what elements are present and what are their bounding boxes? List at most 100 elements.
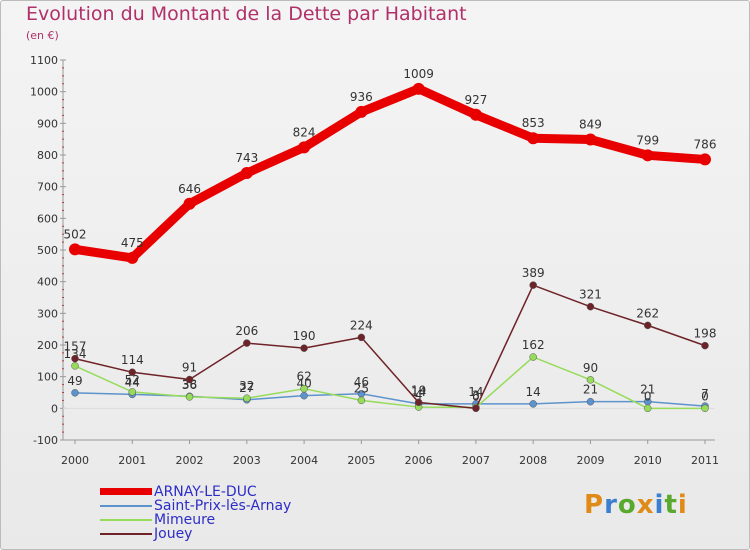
legend-swatch-arnay-le-duc [100,488,152,495]
data-point [584,133,597,146]
data-label: 0 [472,389,480,403]
data-label: 134 [64,347,87,361]
data-label: 25 [354,381,369,395]
data-label: 4 [415,388,423,402]
data-label: 32 [239,379,254,393]
data-label: 49 [67,374,82,388]
x-tick-label: 2008 [519,454,547,467]
x-tick-label: 2005 [347,454,375,467]
data-point [243,394,251,402]
data-label: 224 [350,318,373,332]
legend-label: Mimeure [154,512,216,528]
data-point [586,376,595,384]
data-point [71,389,79,397]
legend-label: Saint-Prix-lès-Arnay [154,498,292,514]
data-label: 190 [293,329,316,343]
data-label: 90 [583,361,598,375]
data-point [300,391,308,400]
data-point [586,397,595,406]
data-point [128,368,137,376]
data-label: 198 [694,327,717,341]
data-point [527,132,540,145]
data-point [185,393,194,401]
legend-swatch-mimeure [100,519,152,521]
data-label: 786 [694,137,717,151]
data-point [128,388,137,396]
logo-letter: x [636,490,655,520]
chart-title: Evolution du Montant de la Dette par Hab… [26,3,467,25]
data-point [469,108,482,121]
legend-label: Jouey [154,526,193,542]
data-point [701,404,709,413]
data-label: 14 [411,385,426,399]
data-point [240,167,253,180]
data-label: 157 [64,340,87,354]
x-tick-label: 2004 [290,454,318,467]
data-point [71,362,79,370]
y-tick-label: 800 [37,149,58,162]
y-tick-label: 600 [37,212,58,225]
x-tick-label: 2009 [576,454,604,467]
data-label: 38 [182,377,197,391]
data-label: 46 [354,375,369,389]
data-point [529,353,537,361]
data-point [185,375,194,384]
data-point [586,302,595,311]
data-label: 849 [579,117,602,131]
y-tick-label: 100 [37,371,58,384]
data-point [243,339,251,347]
x-tick-label: 2002 [176,454,204,467]
data-point [357,333,366,342]
x-tick-label: 2001 [118,454,146,467]
data-label: 14 [526,385,541,399]
logo-letter: t [664,490,678,520]
data-label: 114 [121,353,144,367]
data-point [529,400,537,408]
data-label: 27 [239,381,254,395]
data-point [472,404,480,413]
data-label: 853 [522,116,545,130]
logo-letter: i [677,490,688,520]
data-point [643,404,652,413]
data-point [69,243,81,256]
data-label: 21 [583,383,598,397]
series-line [74,284,706,410]
data-label: 646 [178,182,201,196]
data-label: 1009 [403,67,434,81]
y-tick-label: -100 [33,434,58,447]
y-tick-label: 500 [37,244,58,257]
data-point [300,384,308,393]
legend-swatch-saint-prix [100,505,152,507]
data-point [412,82,425,95]
x-tick-label: 2000 [61,454,89,467]
y-tick-label: 900 [37,117,58,130]
data-label: 0 [701,389,709,403]
data-label: 0 [644,389,652,403]
legend-swatch-jouey [100,533,152,535]
data-label: 502 [64,227,87,241]
y-tick-label: 200 [37,339,58,352]
data-label: 62 [296,370,311,384]
y-tick-label: 700 [37,181,58,194]
data-label: 162 [522,338,545,352]
data-label: 389 [522,266,545,280]
x-tick-label: 2007 [462,454,490,467]
data-label: 21 [640,383,655,397]
data-label: 475 [121,236,144,250]
x-tick-label: 2003 [233,454,261,467]
logo-letter: P [584,490,605,520]
x-tick-label: 2006 [405,454,433,467]
legend-label: ARNAY-LE-DUC [154,484,257,500]
data-label: 91 [182,361,197,375]
data-point [71,354,79,363]
data-point [355,105,368,118]
data-label: 743 [235,151,258,165]
data-label: 262 [636,306,659,320]
data-point [298,141,311,154]
series-line [74,356,706,410]
data-point [699,153,711,166]
data-label: 14 [468,385,483,399]
proxiti-logo: Proxiti [584,490,688,520]
